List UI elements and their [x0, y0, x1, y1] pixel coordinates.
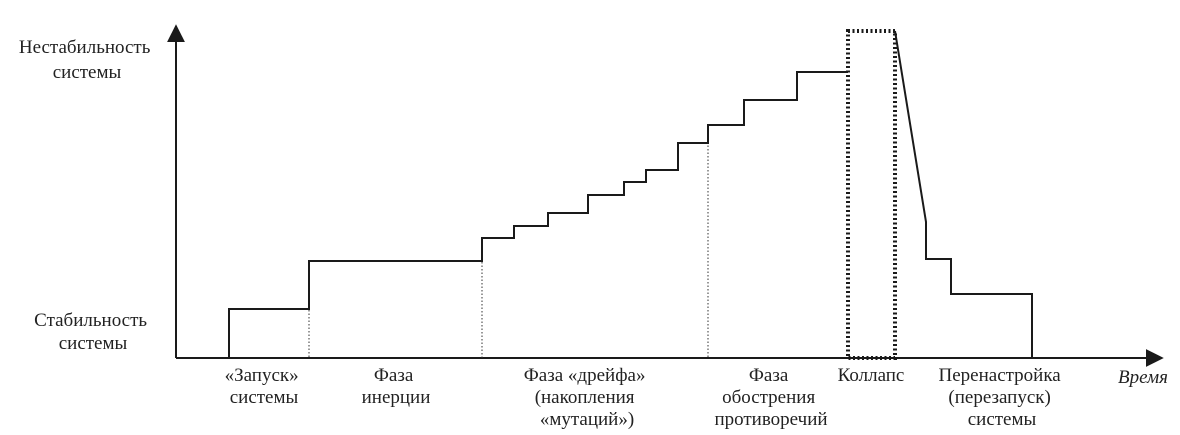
phase-label-line: противоречий — [714, 409, 827, 430]
phase-label-inertia: Фаза инерции — [362, 365, 431, 408]
y-bottom-label-line: Стабильность — [34, 310, 147, 331]
phase-label-line: Коллапс — [838, 365, 905, 386]
phase-label-line: Перенастройка — [939, 365, 1062, 386]
phase-label-line: системы — [968, 409, 1037, 430]
phase-label-aggravation: Фаза обострения противоречий — [714, 365, 827, 430]
phase-label-line: системы — [230, 387, 299, 408]
phase-label-restart: Перенастройка (перезапуск) системы — [939, 365, 1066, 430]
phase-label-line: Фаза «дрейфа» — [524, 365, 646, 386]
y-top-label: Нестабильность системы — [19, 37, 155, 83]
x-axis-label: Время — [1118, 367, 1168, 388]
phase-label-line: обострения — [722, 387, 815, 408]
y-bottom-label: Стабильность системы — [34, 310, 152, 354]
y-bottom-label-line: системы — [59, 333, 128, 354]
phase-label-line: Фаза — [374, 365, 414, 386]
phase-label-line: инерции — [362, 387, 431, 408]
y-top-label-line: системы — [53, 62, 122, 83]
y-top-label-line: Нестабильность — [19, 37, 151, 58]
phase-label-collapse: Коллапс — [838, 365, 905, 386]
phase-label-line: «мутаций») — [540, 409, 634, 430]
restart-curve — [894, 30, 1033, 358]
phase-label-line: Фаза — [749, 365, 789, 386]
phase-label-line: (перезапуск) — [948, 387, 1050, 408]
phase-label-launch: «Запуск» системы — [225, 365, 304, 408]
collapse-block — [846, 29, 897, 360]
phase-label-drift: Фаза «дрейфа» (накопления «мутаций») — [524, 365, 650, 430]
instability-curve — [228, 71, 848, 358]
phase-label-line: «Запуск» — [225, 365, 299, 386]
phase-label-line: (накопления — [535, 387, 635, 408]
